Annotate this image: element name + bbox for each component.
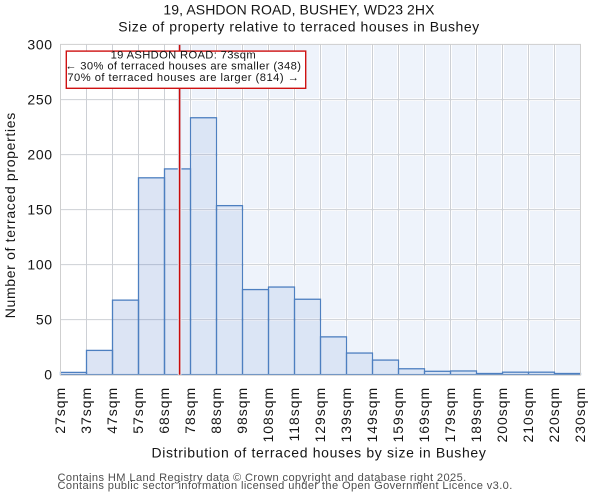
svg-text:70% of terraced houses are lar: 70% of terraced houses are larger (814) … [67, 72, 299, 84]
svg-text:88sqm: 88sqm [208, 387, 224, 434]
svg-text:189sqm: 189sqm [468, 387, 484, 443]
svg-text:169sqm: 169sqm [416, 387, 432, 443]
svg-text:300: 300 [27, 37, 52, 53]
svg-text:230sqm: 230sqm [572, 387, 588, 443]
svg-text:57sqm: 57sqm [130, 387, 146, 434]
svg-text:250: 250 [27, 92, 52, 108]
svg-text:Distribution of terraced house: Distribution of terraced houses by size … [151, 444, 486, 460]
svg-text:200: 200 [27, 147, 52, 163]
svg-text:139sqm: 139sqm [338, 387, 354, 443]
svg-text:78sqm: 78sqm [182, 387, 198, 434]
svg-text:108sqm: 108sqm [260, 387, 276, 443]
svg-text:0: 0 [44, 367, 52, 383]
svg-text:179sqm: 179sqm [442, 387, 458, 443]
svg-text:150: 150 [27, 202, 52, 218]
svg-text:Contains HM Land Registry data: Contains HM Land Registry data © Crown c… [58, 472, 467, 484]
svg-text:Contains public sector informa: Contains public sector information licen… [58, 480, 513, 492]
svg-text:100: 100 [27, 257, 52, 273]
svg-text:210sqm: 210sqm [520, 387, 536, 443]
svg-text:← 30% of terraced houses are s: ← 30% of terraced houses are smaller (34… [65, 61, 301, 73]
svg-text:118sqm: 118sqm [286, 387, 302, 442]
svg-text:19, ASHDON ROAD, BUSHEY, WD23: 19, ASHDON ROAD, BUSHEY, WD23 2HX [163, 1, 435, 17]
svg-text:Number of terraced properties: Number of terraced properties [2, 112, 18, 318]
svg-text:50: 50 [36, 312, 53, 328]
svg-text:200sqm: 200sqm [494, 387, 510, 443]
svg-text:149sqm: 149sqm [364, 387, 380, 443]
svg-text:159sqm: 159sqm [390, 387, 406, 443]
svg-text:27sqm: 27sqm [52, 387, 68, 434]
svg-text:220sqm: 220sqm [546, 387, 562, 443]
svg-text:98sqm: 98sqm [234, 387, 250, 434]
svg-text:68sqm: 68sqm [156, 387, 172, 434]
svg-text:37sqm: 37sqm [78, 387, 94, 434]
svg-text:Size of property relative to t: Size of property relative to terraced ho… [118, 19, 479, 35]
svg-text:129sqm: 129sqm [312, 387, 328, 443]
svg-text:47sqm: 47sqm [104, 387, 120, 434]
svg-text:19 ASHDON ROAD: 73sqm: 19 ASHDON ROAD: 73sqm [111, 49, 256, 61]
